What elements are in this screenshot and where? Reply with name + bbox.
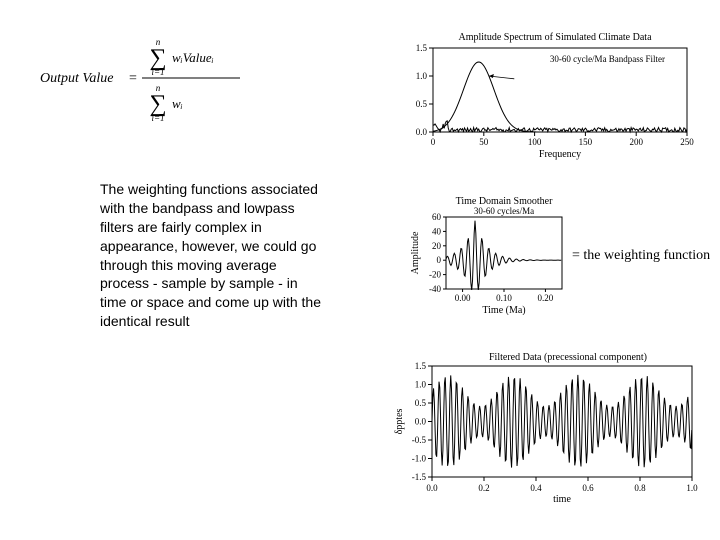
svg-text:0.0: 0.0 bbox=[415, 417, 427, 427]
svg-text:-0.5: -0.5 bbox=[412, 435, 427, 445]
svg-text:1.5: 1.5 bbox=[415, 361, 427, 371]
svg-text:0.0: 0.0 bbox=[426, 483, 438, 493]
svg-text:Amplitude: Amplitude bbox=[410, 231, 421, 274]
svg-text:Amplitude Spectrum of Simulate: Amplitude Spectrum of Simulated Climate … bbox=[458, 32, 652, 43]
svg-text:50: 50 bbox=[479, 137, 489, 147]
filtered-data-chart: Filtered Data (precessional component) 0.… bbox=[390, 350, 700, 505]
formula-den: wᵢ bbox=[172, 96, 183, 111]
formula-equals: = bbox=[129, 71, 137, 86]
svg-text:Time (Ma): Time (Ma) bbox=[482, 305, 525, 315]
svg-text:0: 0 bbox=[437, 255, 442, 265]
svg-text:-20: -20 bbox=[429, 270, 441, 280]
svg-text:-1.5: -1.5 bbox=[412, 472, 427, 482]
svg-text:1.0: 1.0 bbox=[416, 71, 428, 81]
svg-text:Frequency: Frequency bbox=[539, 149, 581, 160]
svg-text:-40: -40 bbox=[429, 284, 441, 294]
output-value-formula: Output Value = n ∑ i=1 wᵢValueᵢ n ∑ i=1 … bbox=[40, 30, 340, 125]
formula-num: wᵢValueᵢ bbox=[172, 50, 214, 65]
formula-lhs: Output Value bbox=[40, 71, 114, 86]
svg-text:0: 0 bbox=[431, 137, 436, 147]
svg-text:1.5: 1.5 bbox=[416, 43, 428, 53]
svg-text:40: 40 bbox=[432, 226, 442, 236]
svg-text:60: 60 bbox=[432, 212, 442, 222]
svg-text:δpptes: δpptes bbox=[394, 408, 405, 434]
svg-text:0.6: 0.6 bbox=[582, 483, 594, 493]
svg-text:30-60 cycles/Ma: 30-60 cycles/Ma bbox=[474, 206, 534, 216]
formula-lower-d: i=1 bbox=[151, 113, 164, 123]
svg-text:1.0: 1.0 bbox=[415, 380, 427, 390]
svg-text:-1.0: -1.0 bbox=[412, 454, 427, 464]
svg-text:0.4: 0.4 bbox=[530, 483, 542, 493]
formula-lower-n: i=1 bbox=[151, 67, 164, 77]
time-domain-smoother-chart: Time Domain Smoother30-60 cycles/Ma0.000… bbox=[408, 195, 568, 315]
svg-text:0.5: 0.5 bbox=[416, 99, 428, 109]
svg-text:1.0: 1.0 bbox=[686, 483, 698, 493]
svg-text:20: 20 bbox=[432, 241, 442, 251]
svg-text:100: 100 bbox=[528, 137, 542, 147]
svg-text:0.2: 0.2 bbox=[478, 483, 489, 493]
svg-text:time: time bbox=[553, 494, 571, 505]
svg-text:0.5: 0.5 bbox=[415, 398, 427, 408]
svg-text:0.10: 0.10 bbox=[496, 293, 512, 303]
svg-text:0.00: 0.00 bbox=[455, 293, 471, 303]
svg-text:0.0: 0.0 bbox=[416, 127, 428, 137]
weighting-function-annotation: = the weighting function bbox=[572, 248, 710, 264]
svg-text:0.20: 0.20 bbox=[538, 293, 554, 303]
svg-text:150: 150 bbox=[579, 137, 593, 147]
body-paragraph: The weighting functions associated with … bbox=[100, 180, 322, 331]
svg-text:0.8: 0.8 bbox=[634, 483, 646, 493]
svg-text:200: 200 bbox=[629, 137, 643, 147]
svg-text:Filtered Data (precessional co: Filtered Data (precessional component) bbox=[489, 352, 647, 363]
svg-text:30-60 cycle/Ma Bandpass Filter: 30-60 cycle/Ma Bandpass Filter bbox=[550, 54, 665, 64]
amplitude-spectrum-chart: Amplitude Spectrum of Simulated Climate … bbox=[395, 30, 695, 160]
svg-text:250: 250 bbox=[680, 137, 694, 147]
